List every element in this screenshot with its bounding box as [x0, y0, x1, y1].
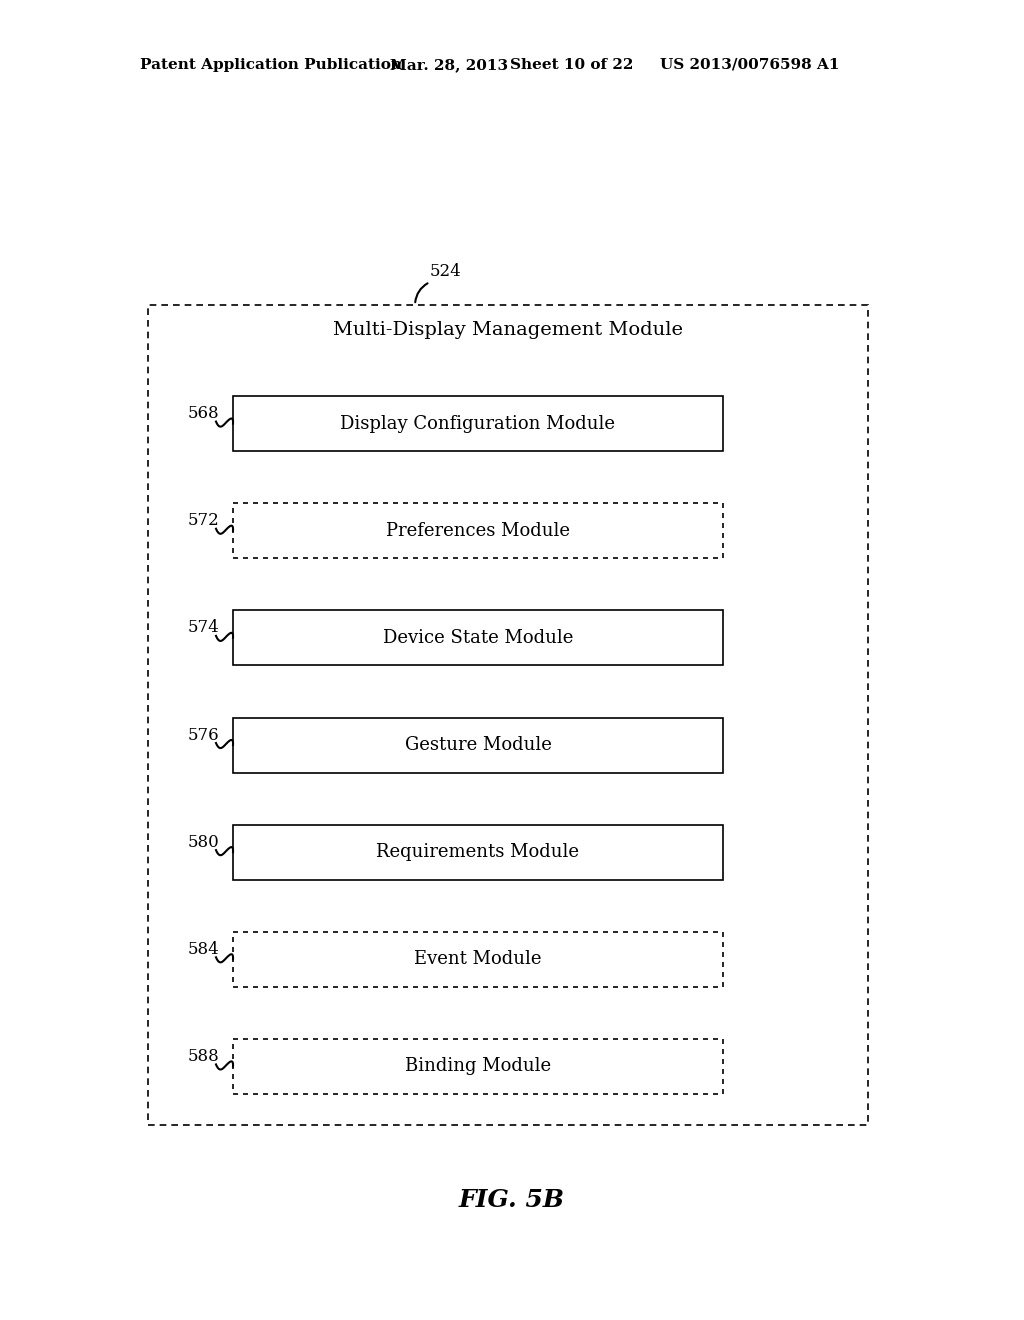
Text: 576: 576	[188, 726, 219, 743]
Text: Sheet 10 of 22: Sheet 10 of 22	[510, 58, 634, 73]
Text: Multi-Display Management Module: Multi-Display Management Module	[333, 321, 683, 339]
Text: Display Configuration Module: Display Configuration Module	[341, 414, 615, 433]
Text: Mar. 28, 2013: Mar. 28, 2013	[390, 58, 508, 73]
Text: Requirements Module: Requirements Module	[377, 843, 580, 861]
Text: 588: 588	[188, 1048, 220, 1065]
FancyBboxPatch shape	[233, 503, 723, 558]
Text: 574: 574	[188, 619, 220, 636]
Text: US 2013/0076598 A1: US 2013/0076598 A1	[660, 58, 840, 73]
Text: 524: 524	[430, 264, 462, 281]
FancyBboxPatch shape	[233, 932, 723, 987]
FancyBboxPatch shape	[233, 718, 723, 772]
FancyBboxPatch shape	[233, 825, 723, 879]
Text: 580: 580	[188, 834, 220, 850]
Text: 568: 568	[188, 405, 219, 422]
Text: Patent Application Publication: Patent Application Publication	[140, 58, 402, 73]
FancyBboxPatch shape	[233, 1039, 723, 1094]
Text: Binding Module: Binding Module	[404, 1057, 551, 1076]
Text: 572: 572	[188, 512, 220, 529]
FancyBboxPatch shape	[233, 396, 723, 451]
FancyBboxPatch shape	[233, 610, 723, 665]
Text: Preferences Module: Preferences Module	[386, 521, 570, 540]
Text: Gesture Module: Gesture Module	[404, 737, 552, 754]
Text: Event Module: Event Module	[415, 950, 542, 969]
FancyBboxPatch shape	[148, 305, 868, 1125]
Text: 584: 584	[188, 941, 220, 958]
Text: Device State Module: Device State Module	[383, 628, 573, 647]
Text: FIG. 5B: FIG. 5B	[459, 1188, 565, 1212]
